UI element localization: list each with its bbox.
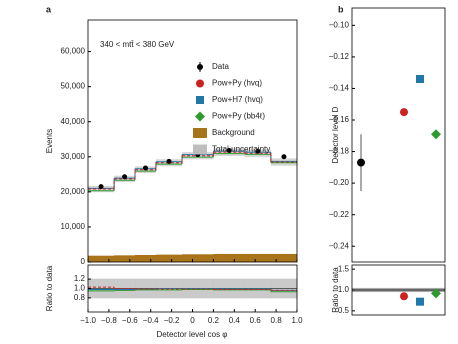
plot-frame [87,19,298,263]
uncertainty-band [270,158,297,166]
y-tick-label: 0 [81,257,86,266]
x-tick-label: −1.0 [80,316,96,325]
y-tick-label: 30,000 [61,152,86,161]
data-point [226,147,232,153]
x-tick-label: 0 [190,316,195,325]
y-tick-label: −0.24 [329,241,350,250]
y-tick-label: 1.0 [338,285,350,294]
background-bar [270,253,298,262]
legend-label: Pow+Py (hvq) [212,79,262,88]
data-point [416,297,424,306]
y-tick-label: −0.12 [329,52,350,61]
background-bar [155,254,183,262]
legend-label: Background [212,128,255,137]
data-point [400,108,408,117]
y-tick-label: 1.2 [74,274,86,283]
y-axis-label: Detector level D [331,106,340,163]
legend-label: Pow+Py (bb4ℓ) [212,112,265,121]
annotation: 340 < mtt̄ < 380 GeV [100,40,175,49]
y-tick-label: −0.10 [329,20,350,29]
y-tick-label: −0.22 [329,210,350,219]
background-bar [135,254,157,262]
data-point [431,288,441,299]
legend-label: Pow+H7 (hvq) [212,95,263,104]
y-tick-label: −0.14 [329,84,350,93]
background-bar [114,255,136,262]
y-tick-label: −0.20 [329,178,350,187]
background-bar [244,253,272,262]
data-point [142,165,148,171]
y-tick-label: 1.5 [338,264,350,273]
data-point [416,74,424,83]
y-tick-label: 10,000 [61,222,86,231]
background-bar [213,253,246,262]
data-point [122,174,128,180]
data-point [400,292,408,301]
panel-label: a [46,4,52,14]
data-point [281,154,287,160]
legend-swatch [193,128,207,138]
y-axis-label: Ratio to data [45,265,54,311]
data-point [431,129,441,140]
background-bar [182,254,214,262]
x-tick-label: 1.0 [291,316,303,325]
y-tick-label: −0.16 [329,115,350,124]
plot-frame [351,7,446,263]
legend-label: Total uncertainty [212,145,270,154]
x-tick-label: −0.4 [143,316,159,325]
x-tick-label: −0.8 [101,316,117,325]
data-point [357,158,365,167]
panel-label: b [338,4,344,14]
legend-marker [196,79,204,88]
y-tick-label: 40,000 [61,117,86,126]
y-axis-label: Events [45,129,54,153]
y-tick-label: 20,000 [61,187,86,196]
y-tick-label: 0.8 [74,293,86,302]
legend-marker [196,96,204,104]
y-tick-label: 50,000 [61,82,86,91]
x-tick-label: 0.6 [250,316,262,325]
x-tick-label: −0.2 [164,316,180,325]
legend-swatch [193,144,207,155]
x-tick-label: 0.8 [271,316,283,325]
y-tick-label: −0.18 [329,147,350,156]
data-point [98,184,104,190]
y-tick-label: 0.5 [338,306,350,315]
legend-marker [195,111,205,122]
data-point [255,148,261,154]
x-axis-label: Detector level cos φ [157,330,228,339]
background-bar [88,255,115,262]
data-point [166,158,172,164]
legend-marker [197,64,203,70]
x-tick-label: −0.6 [122,316,138,325]
x-tick-label: 0.2 [208,316,220,325]
legend-label: Data [212,62,229,71]
y-tick-label: 60,000 [61,47,86,56]
x-tick-label: 0.4 [229,316,241,325]
y-tick-label: 1.0 [74,284,86,293]
y-axis-label: Ratio to data [331,267,340,313]
